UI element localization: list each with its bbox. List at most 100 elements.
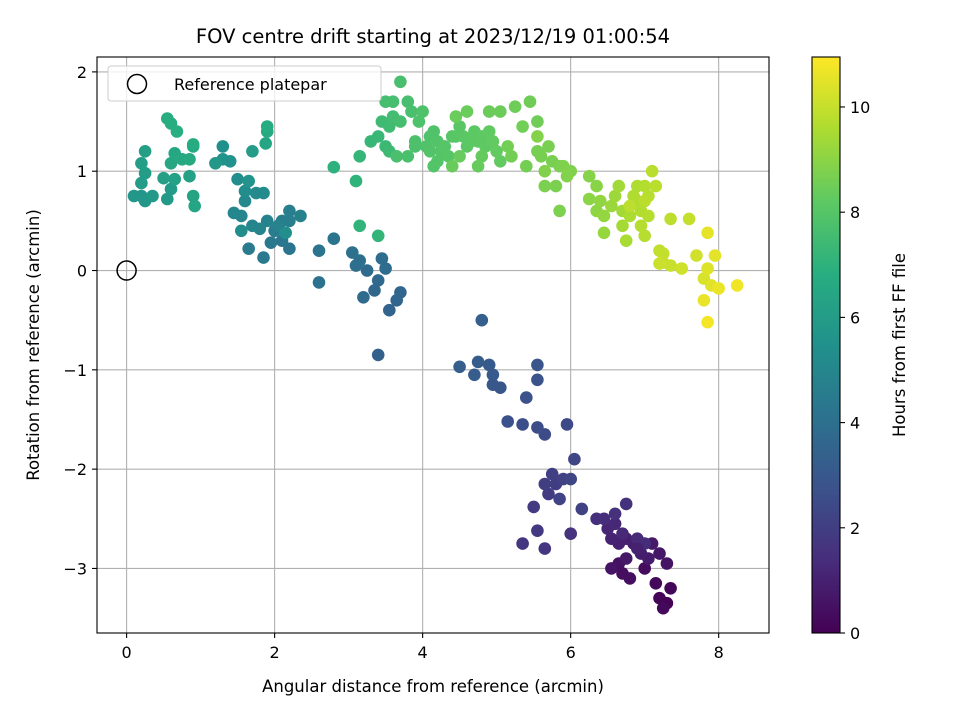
- x-axis-ticks: 0 2 4 6 8: [122, 633, 724, 662]
- scatter-point: [394, 75, 407, 89]
- scatter-point: [542, 140, 555, 153]
- x-tick-label: 4: [418, 643, 428, 662]
- reference-platepar-point: [116, 260, 137, 281]
- scatter-point: [623, 199, 637, 213]
- scatter-point: [605, 562, 618, 575]
- y-axis-ticks: −3 −2 −1 0 1 2: [63, 63, 97, 578]
- legend-label-reference: Reference platepar: [174, 75, 327, 94]
- scatter-point: [238, 194, 252, 208]
- scatter-point: [523, 95, 537, 108]
- scatter-point: [531, 524, 544, 537]
- scatter-point: [634, 219, 648, 233]
- scatter-point: [490, 145, 503, 158]
- scatter-point: [516, 537, 529, 550]
- scatter-point: [649, 577, 663, 590]
- scatter-point: [605, 532, 618, 545]
- scatter-point: [394, 115, 407, 128]
- scatter-point: [664, 212, 677, 226]
- scatter-point: [616, 219, 629, 233]
- scatter-point: [660, 557, 674, 570]
- scatter-point: [453, 150, 466, 163]
- scatter-point: [188, 199, 201, 213]
- scatter-point: [549, 179, 563, 193]
- colorbar: [812, 57, 840, 633]
- scatter-point: [538, 477, 552, 491]
- scatter-point: [168, 172, 181, 186]
- scatter-point: [427, 125, 441, 138]
- scatter-point: [442, 150, 455, 163]
- scatter-point: [649, 179, 663, 193]
- scatter-point: [138, 145, 152, 158]
- scatter-point: [482, 125, 496, 138]
- colorbar-tick-label: 6: [850, 308, 860, 327]
- scatter-point: [449, 110, 463, 123]
- scatter-point: [638, 562, 651, 575]
- scatter-point: [401, 95, 415, 108]
- scatter-point: [259, 137, 273, 150]
- scatter-point: [242, 174, 255, 188]
- y-tick-label: 2: [77, 63, 87, 82]
- y-tick-label: 1: [77, 162, 87, 181]
- scatter-point: [582, 169, 596, 183]
- scatter-point: [460, 105, 474, 118]
- scatter-point: [260, 214, 274, 228]
- scatter-point: [238, 184, 252, 198]
- scatter-point: [619, 497, 633, 511]
- scatter-point: [482, 358, 496, 372]
- scatter-point: [545, 467, 559, 481]
- scatter-point: [597, 209, 611, 223]
- scatter-point: [453, 360, 466, 374]
- scatter-point: [294, 209, 307, 223]
- x-tick-label: 0: [122, 643, 132, 662]
- colorbar-tick-label: 2: [850, 519, 860, 538]
- colorbar-tick-label: 0: [850, 624, 860, 643]
- scatter-point: [590, 179, 603, 193]
- scatter-point: [534, 150, 548, 163]
- colorbar-tick-label: 8: [850, 203, 860, 222]
- scatter-point: [186, 138, 200, 151]
- scatter-point: [508, 100, 522, 113]
- scatter-point: [257, 251, 270, 264]
- scatter-point: [520, 159, 533, 173]
- scatter-point: [538, 542, 552, 555]
- scatter-point: [656, 601, 670, 615]
- scatter-point: [227, 206, 241, 220]
- scatter-point: [701, 315, 714, 329]
- scatter-point: [416, 105, 429, 118]
- scatter-point: [164, 157, 178, 170]
- reference-marker: [116, 260, 137, 281]
- scatter-point: [682, 212, 696, 226]
- scatter-point: [183, 169, 196, 183]
- scatter-point: [594, 194, 607, 208]
- scatter-point: [146, 189, 159, 203]
- scatter-point: [209, 157, 222, 170]
- x-tick-label: 6: [566, 643, 576, 662]
- scatter-point: [183, 153, 196, 166]
- scatter-point: [138, 166, 152, 180]
- scatter-point: [383, 303, 396, 317]
- scatter-point: [697, 294, 711, 307]
- scatter-point: [505, 150, 518, 163]
- scatter-point: [701, 262, 714, 275]
- scatter-point: [157, 171, 170, 185]
- colorbar-tick-label: 4: [850, 414, 860, 433]
- scatter-point: [653, 547, 666, 560]
- chart-title: FOV centre drift starting at 2023/12/19 …: [196, 25, 670, 48]
- colorbar-ticks: 0 2 4 6 8 10: [840, 98, 870, 643]
- scatter-point: [494, 155, 507, 168]
- scatter-point: [346, 246, 359, 259]
- scatter-point: [235, 224, 248, 238]
- scatter-point: [608, 507, 622, 521]
- scatter-point: [553, 204, 566, 218]
- scatter-point: [279, 226, 293, 240]
- scatter-point: [379, 262, 392, 275]
- y-tick-label: 0: [77, 262, 87, 281]
- scatter-point: [645, 164, 659, 178]
- scatter-point: [242, 242, 255, 255]
- scatter-point: [531, 373, 544, 387]
- scatter-point: [538, 179, 552, 193]
- scatter-point: [568, 452, 581, 466]
- scatter-point: [246, 219, 259, 233]
- scatter-point: [638, 179, 651, 193]
